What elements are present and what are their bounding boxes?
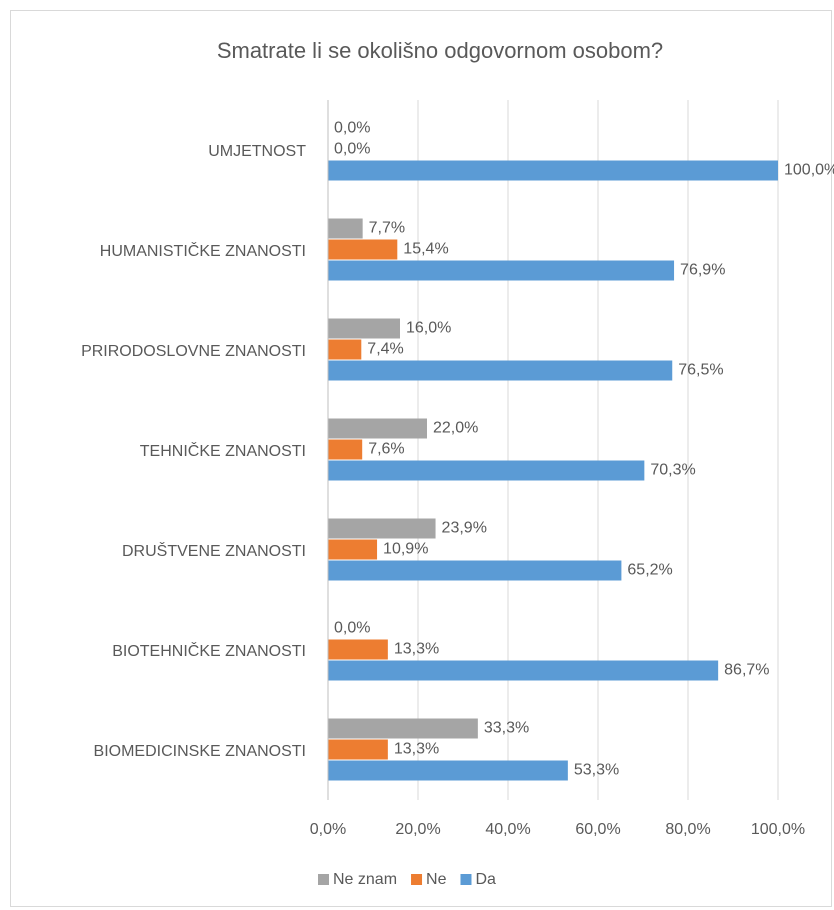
bar	[328, 518, 436, 539]
bar	[328, 739, 388, 760]
bar	[328, 539, 378, 560]
legend-label: Da	[475, 871, 496, 888]
data-label: 23,9%	[442, 520, 487, 537]
bar	[328, 418, 427, 439]
y-tick-label: BIOTEHNIČKE ZNANOSTI	[112, 641, 306, 660]
bar	[328, 218, 363, 239]
data-label: 86,7%	[724, 662, 769, 679]
data-label: 16,0%	[406, 320, 451, 337]
legend-swatch	[318, 874, 329, 885]
y-tick-label: UMJETNOST	[208, 143, 306, 160]
data-label: 0,0%	[334, 141, 370, 158]
data-label: 65,2%	[627, 562, 672, 579]
bar	[328, 760, 568, 781]
bar	[328, 560, 622, 581]
data-label: 100,0%	[784, 162, 834, 179]
bar	[328, 339, 362, 360]
bar	[328, 718, 478, 739]
bar	[328, 239, 398, 260]
data-label: 7,7%	[369, 220, 405, 237]
y-tick-label: BIOMEDICINSKE ZNANOSTI	[94, 743, 306, 760]
x-tick-label: 80,0%	[665, 821, 710, 838]
data-label: 13,3%	[394, 641, 439, 658]
data-label: 0,0%	[334, 620, 370, 637]
chart-title: Smatrate li se okolišno odgovornom osobo…	[217, 38, 663, 63]
legend-label: Ne znam	[333, 871, 397, 888]
bar	[328, 439, 363, 460]
y-tick-label: PRIRODOSLOVNE ZNANOSTI	[81, 343, 306, 360]
x-tick-label: 0,0%	[310, 821, 346, 838]
bar	[328, 639, 388, 660]
bar	[328, 318, 400, 339]
bar	[328, 360, 673, 381]
bar	[328, 260, 675, 281]
chart-frame	[10, 10, 832, 907]
data-label: 76,5%	[678, 362, 723, 379]
legend-swatch	[411, 874, 423, 885]
x-tick-label: 60,0%	[575, 821, 620, 838]
data-label: 0,0%	[334, 120, 370, 137]
legend-swatch	[460, 874, 472, 885]
data-label: 7,4%	[367, 341, 403, 358]
data-label: 33,3%	[484, 720, 529, 737]
x-tick-label: 100,0%	[751, 821, 805, 838]
bar	[328, 460, 645, 481]
data-label: 53,3%	[574, 762, 619, 779]
bar	[328, 160, 778, 181]
data-label: 10,9%	[383, 541, 428, 558]
y-tick-label: DRUŠTVENE ZNANOSTI	[122, 541, 306, 560]
data-label: 15,4%	[403, 241, 448, 258]
y-tick-label: HUMANISTIČKE ZNANOSTI	[100, 241, 306, 260]
data-label: 22,0%	[433, 420, 478, 437]
x-tick-label: 40,0%	[485, 821, 530, 838]
data-label: 7,6%	[368, 441, 404, 458]
bar	[328, 660, 719, 681]
x-tick-label: 20,0%	[395, 821, 440, 838]
data-label: 70,3%	[650, 462, 695, 479]
data-label: 76,9%	[680, 262, 725, 279]
data-label: 13,3%	[394, 741, 439, 758]
legend-label: Ne	[426, 871, 447, 888]
y-tick-label: TEHNIČKE ZNANOSTI	[140, 441, 306, 460]
